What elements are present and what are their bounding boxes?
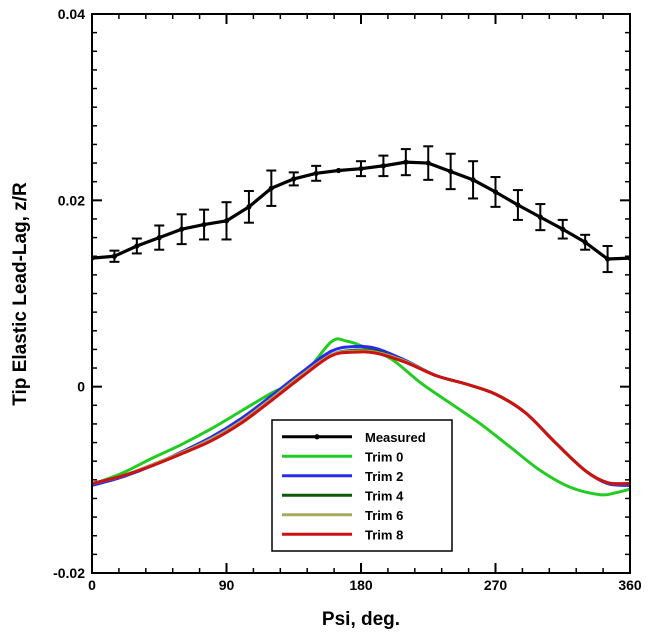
measured-point — [134, 243, 140, 249]
legend-box — [271, 419, 453, 552]
measured-point — [268, 185, 274, 191]
legend-label-trim-2: Trim 2 — [365, 469, 403, 484]
y-tick-label: -0.02 — [53, 565, 85, 581]
legend-label-measured: Measured — [365, 430, 426, 445]
series-line-trim-8 — [92, 350, 630, 486]
measured-point — [246, 204, 252, 210]
legend-label-trim-6: Trim 6 — [365, 508, 403, 523]
measured-point — [537, 214, 543, 220]
x-tick-label: 180 — [349, 577, 373, 593]
legend: Measured Trim 0 Trim 2 Trim 4 Trim 6 Trim 8 — [271, 419, 453, 552]
measured-point — [111, 253, 118, 259]
x-axis-title: Psi, deg. — [322, 609, 400, 630]
x-tick-label: 90 — [219, 577, 235, 593]
measured-point — [291, 176, 297, 182]
measured-point — [380, 163, 387, 169]
measured-point — [470, 177, 476, 183]
measured-point — [560, 226, 566, 232]
measured-point — [582, 239, 588, 245]
measured-point — [403, 159, 409, 165]
measured-point — [604, 256, 611, 262]
x-tick-label: 360 — [618, 577, 642, 593]
legend-label-trim-4: Trim 4 — [365, 488, 404, 503]
measured-point — [448, 168, 454, 175]
legend-label-trim-8: Trim 8 — [365, 527, 403, 542]
measured-point — [201, 221, 207, 228]
measured-point — [313, 170, 319, 176]
measured-point — [156, 235, 162, 241]
measured-point — [335, 167, 342, 174]
y-tick-label: 0.02 — [58, 192, 85, 208]
measured-point — [492, 189, 499, 195]
x-tick-label: 0 — [88, 577, 96, 593]
measured-point — [223, 218, 230, 224]
measured-point — [358, 166, 364, 172]
y-axis-title: Tip Elastic Lead-Lag, z/R — [10, 182, 31, 406]
x-tick-label: 270 — [484, 577, 508, 593]
plot-frame — [91, 13, 631, 574]
y-tick-label: 0.04 — [58, 6, 85, 22]
measured-point — [515, 202, 521, 208]
measured-point — [179, 226, 185, 232]
legend-marker — [314, 434, 320, 440]
legend-label-trim-0: Trim 0 — [365, 449, 403, 464]
y-tick-label: 0 — [77, 379, 85, 395]
measured-point — [425, 160, 431, 166]
